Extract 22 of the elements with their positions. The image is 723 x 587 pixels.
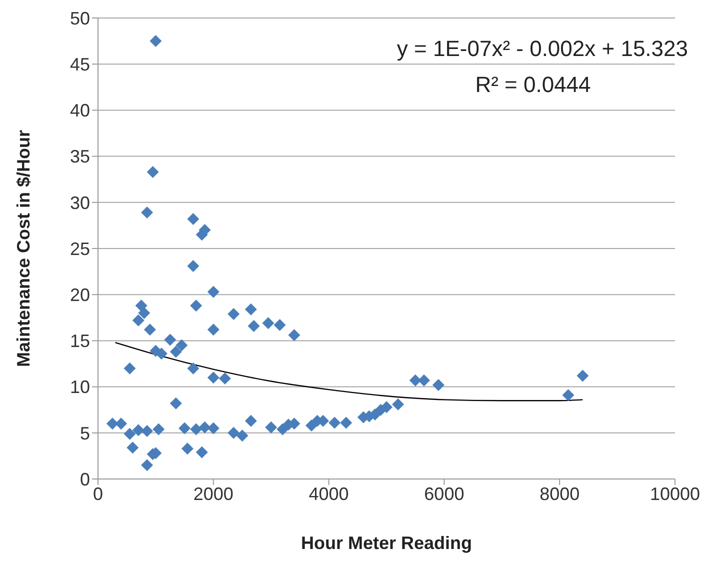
x-tick-label: 0 xyxy=(92,484,104,504)
y-tick-label: 10 xyxy=(70,377,90,398)
y-tick-label: 30 xyxy=(70,192,90,213)
y-tick-label: 5 xyxy=(80,423,90,444)
y-tick-label: 20 xyxy=(70,284,90,305)
y-tick-label: 40 xyxy=(70,100,90,121)
y-tick-label: 50 xyxy=(70,8,90,28)
y-axis-title: Maintenance Cost in $/Hour xyxy=(13,130,34,368)
y-tick-label: 35 xyxy=(70,146,90,167)
annotation: y = 1E-07x² - 0.002x + 15.323 xyxy=(396,36,688,61)
y-tick-label: 15 xyxy=(70,331,90,352)
y-tick-label: 45 xyxy=(70,54,90,74)
x-tick-label: 6000 xyxy=(424,484,464,504)
x-tick-label: 2000 xyxy=(193,484,234,504)
x-tick-label: 4000 xyxy=(308,484,349,504)
x-tick-label: 8000 xyxy=(540,484,580,504)
y-tick-label: 25 xyxy=(70,238,90,259)
annotation: R² = 0.0444 xyxy=(475,72,591,97)
line-series xyxy=(114,342,584,402)
x-axis-title: Hour Meter Reading xyxy=(300,533,472,553)
x-tick-label: 10000 xyxy=(650,484,700,504)
y-tick-label: 0 xyxy=(80,469,90,490)
